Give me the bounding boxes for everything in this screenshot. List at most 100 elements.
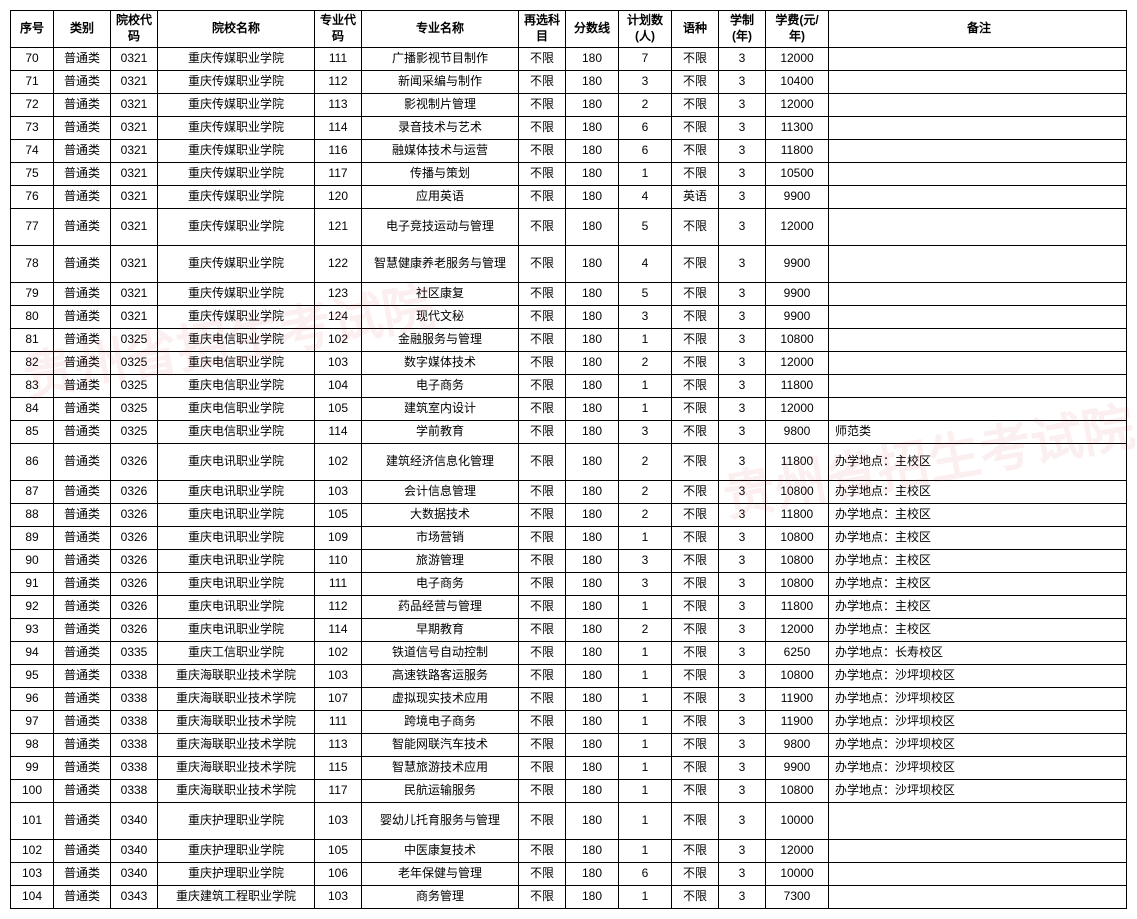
cell-mcode: 105 (315, 398, 362, 421)
cell-sname: 重庆电讯职业学院 (158, 573, 315, 596)
cell-resub: 不限 (519, 688, 566, 711)
cell-mname: 融媒体技术与运营 (362, 140, 519, 163)
cell-fee: 10800 (766, 665, 829, 688)
cell-resub: 不限 (519, 283, 566, 306)
cell-plan: 1 (619, 840, 672, 863)
cell-resub: 不限 (519, 352, 566, 375)
cell-mname: 影视制片管理 (362, 94, 519, 117)
cell-fee: 10800 (766, 573, 829, 596)
table-row: 104普通类0343重庆建筑工程职业学院103商务管理不限1801不限37300 (11, 886, 1127, 909)
table-row: 79普通类0321重庆传媒职业学院123社区康复不限1805不限39900 (11, 283, 1127, 306)
cell-mcode: 103 (315, 481, 362, 504)
cell-cat: 普通类 (54, 573, 111, 596)
cell-seq: 101 (11, 803, 54, 840)
cell-score: 180 (566, 186, 619, 209)
cell-mcode: 110 (315, 550, 362, 573)
cell-lang: 不限 (672, 481, 719, 504)
cell-score: 180 (566, 886, 619, 909)
cell-sname: 重庆电信职业学院 (158, 398, 315, 421)
cell-plan: 1 (619, 665, 672, 688)
cell-mcode: 124 (315, 306, 362, 329)
cell-cat: 普通类 (54, 665, 111, 688)
cell-seq: 90 (11, 550, 54, 573)
col-header-resub: 再选科目 (519, 11, 566, 48)
cell-scode: 0321 (111, 163, 158, 186)
cell-sname: 重庆电信职业学院 (158, 329, 315, 352)
cell-mcode: 105 (315, 504, 362, 527)
cell-lang: 不限 (672, 375, 719, 398)
cell-note (829, 863, 1127, 886)
cell-score: 180 (566, 352, 619, 375)
cell-dur: 3 (719, 186, 766, 209)
cell-score: 180 (566, 209, 619, 246)
cell-mcode: 103 (315, 803, 362, 840)
cell-scode: 0321 (111, 94, 158, 117)
cell-lang: 不限 (672, 140, 719, 163)
cell-note: 办学地点：沙坪坝校区 (829, 780, 1127, 803)
cell-resub: 不限 (519, 421, 566, 444)
cell-cat: 普通类 (54, 352, 111, 375)
cell-dur: 3 (719, 48, 766, 71)
cell-scode: 0326 (111, 504, 158, 527)
cell-cat: 普通类 (54, 619, 111, 642)
cell-sname: 重庆护理职业学院 (158, 803, 315, 840)
cell-mname: 社区康复 (362, 283, 519, 306)
cell-score: 180 (566, 140, 619, 163)
cell-dur: 3 (719, 711, 766, 734)
cell-resub: 不限 (519, 665, 566, 688)
cell-note (829, 94, 1127, 117)
cell-score: 180 (566, 642, 619, 665)
table-row: 71普通类0321重庆传媒职业学院112新闻采编与制作不限1803不限31040… (11, 71, 1127, 94)
table-header: 序号类别院校代码院校名称专业代码专业名称再选科目分数线计划数(人)语种学制(年)… (11, 11, 1127, 48)
cell-fee: 12000 (766, 48, 829, 71)
cell-plan: 1 (619, 803, 672, 840)
cell-plan: 1 (619, 596, 672, 619)
cell-resub: 不限 (519, 642, 566, 665)
cell-lang: 不限 (672, 642, 719, 665)
cell-note: 办学地点：主校区 (829, 573, 1127, 596)
cell-seq: 82 (11, 352, 54, 375)
cell-plan: 3 (619, 573, 672, 596)
cell-resub: 不限 (519, 71, 566, 94)
cell-lang: 不限 (672, 306, 719, 329)
table-row: 87普通类0326重庆电讯职业学院103会计信息管理不限1802不限310800… (11, 481, 1127, 504)
cell-note: 办学地点：主校区 (829, 444, 1127, 481)
cell-seq: 70 (11, 48, 54, 71)
table-body: 70普通类0321重庆传媒职业学院111广播影视节目制作不限1807不限3120… (11, 48, 1127, 909)
cell-mname: 旅游管理 (362, 550, 519, 573)
cell-plan: 1 (619, 527, 672, 550)
table-row: 75普通类0321重庆传媒职业学院117传播与策划不限1801不限310500 (11, 163, 1127, 186)
cell-resub: 不限 (519, 886, 566, 909)
cell-cat: 普通类 (54, 642, 111, 665)
cell-mname: 录音技术与艺术 (362, 117, 519, 140)
cell-plan: 2 (619, 94, 672, 117)
cell-fee: 11800 (766, 140, 829, 163)
cell-fee: 12000 (766, 352, 829, 375)
cell-note: 办学地点：主校区 (829, 619, 1127, 642)
cell-lang: 不限 (672, 665, 719, 688)
cell-sname: 重庆海联职业技术学院 (158, 688, 315, 711)
cell-seq: 96 (11, 688, 54, 711)
cell-note (829, 306, 1127, 329)
cell-sname: 重庆电讯职业学院 (158, 596, 315, 619)
cell-plan: 1 (619, 886, 672, 909)
cell-mcode: 117 (315, 780, 362, 803)
cell-lang: 不限 (672, 421, 719, 444)
cell-seq: 95 (11, 665, 54, 688)
cell-score: 180 (566, 734, 619, 757)
cell-mname: 早期教育 (362, 619, 519, 642)
cell-seq: 85 (11, 421, 54, 444)
cell-resub: 不限 (519, 398, 566, 421)
cell-lang: 不限 (672, 246, 719, 283)
cell-plan: 1 (619, 398, 672, 421)
cell-fee: 9800 (766, 734, 829, 757)
cell-score: 180 (566, 596, 619, 619)
cell-note (829, 163, 1127, 186)
cell-scode: 0325 (111, 421, 158, 444)
cell-plan: 1 (619, 688, 672, 711)
cell-cat: 普通类 (54, 329, 111, 352)
cell-score: 180 (566, 619, 619, 642)
cell-fee: 10800 (766, 527, 829, 550)
cell-mname: 学前教育 (362, 421, 519, 444)
table-row: 94普通类0335重庆工信职业学院102铁道信号自动控制不限1801不限3625… (11, 642, 1127, 665)
